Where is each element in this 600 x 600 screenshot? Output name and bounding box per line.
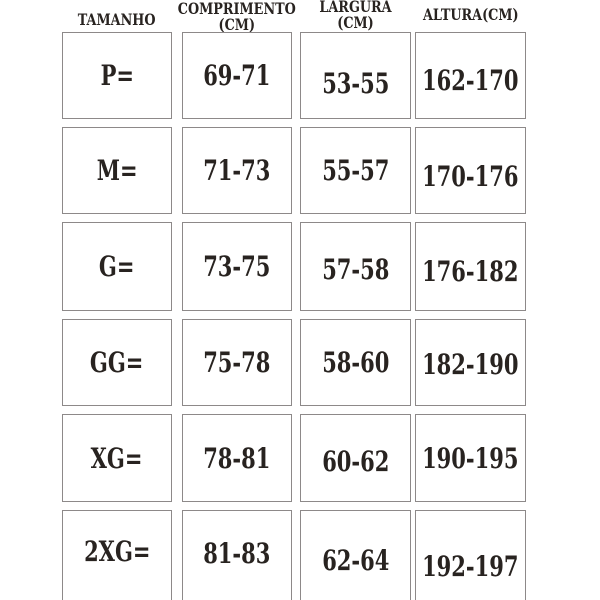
size-cell: 2XG= bbox=[62, 510, 172, 600]
size-cell: XG= bbox=[62, 414, 172, 502]
comprimento-value: 78-81 bbox=[203, 441, 271, 475]
table-row: GG= 75-78 58-60 182-190 bbox=[62, 319, 526, 406]
comprimento-value: 73-75 bbox=[203, 250, 271, 283]
largura-cell: 57-58 bbox=[300, 222, 411, 311]
size-value: XG= bbox=[91, 441, 143, 475]
altura-cell: 192-197 bbox=[415, 510, 526, 600]
table-row: M= 71-73 55-57 170-176 bbox=[62, 127, 526, 214]
size-value: G= bbox=[99, 250, 135, 283]
altura-cell: 190-195 bbox=[415, 414, 526, 502]
largura-value: 62-64 bbox=[321, 544, 390, 577]
altura-cell: 162-170 bbox=[415, 32, 526, 119]
altura-value: 190-195 bbox=[422, 441, 519, 475]
column-header-largura: LARGURA (CM) bbox=[300, 0, 411, 32]
comprimento-cell: 81-83 bbox=[182, 510, 292, 600]
comprimento-cell: 75-78 bbox=[182, 319, 292, 406]
table-body: P= 69-71 53-55 162-170 M= 71-73 55-57 17… bbox=[62, 32, 526, 600]
table-row: G= 73-75 57-58 176-182 bbox=[62, 222, 526, 311]
altura-value: 170-176 bbox=[422, 160, 519, 193]
altura-value: 162-170 bbox=[422, 64, 519, 97]
altura-cell: 182-190 bbox=[415, 319, 526, 406]
largura-cell: 53-55 bbox=[300, 32, 411, 119]
largura-value: 55-57 bbox=[321, 154, 390, 187]
altura-value: 182-190 bbox=[422, 348, 519, 381]
header-row: TAMANHO COMPRIMENTO (CM) LARGURA (CM) AL… bbox=[62, 0, 526, 33]
comprimento-cell: 69-71 bbox=[182, 32, 292, 119]
comprimento-value: 81-83 bbox=[203, 537, 271, 570]
altura-cell: 176-182 bbox=[415, 222, 526, 311]
largura-cell: 60-62 bbox=[300, 414, 411, 502]
comprimento-cell: 78-81 bbox=[182, 414, 292, 502]
column-header-label: TAMANHO bbox=[78, 9, 156, 29]
size-value: M= bbox=[96, 154, 138, 187]
column-header-label: COMPRIMENTO (CM) bbox=[177, 0, 297, 34]
altura-value: 176-182 bbox=[422, 255, 519, 288]
table-row: XG= 78-81 60-62 190-195 bbox=[62, 414, 526, 502]
largura-value: 58-60 bbox=[321, 346, 390, 379]
column-header-altura: ALTURA(CM) bbox=[415, 0, 526, 32]
comprimento-value: 75-78 bbox=[203, 346, 271, 379]
column-header-tamanho: TAMANHO bbox=[62, 0, 172, 32]
comprimento-cell: 71-73 bbox=[182, 127, 292, 214]
comprimento-value: 69-71 bbox=[203, 59, 271, 92]
table-row: 2XG= 81-83 62-64 192-197 bbox=[62, 510, 526, 600]
comprimento-cell: 73-75 bbox=[182, 222, 292, 311]
largura-cell: 62-64 bbox=[300, 510, 411, 600]
largura-cell: 58-60 bbox=[300, 319, 411, 406]
table-row: P= 69-71 53-55 162-170 bbox=[62, 32, 526, 119]
size-value: GG= bbox=[90, 346, 144, 379]
size-cell: G= bbox=[62, 222, 172, 311]
size-cell: GG= bbox=[62, 319, 172, 406]
largura-value: 60-62 bbox=[321, 444, 390, 478]
column-header-label: LARGURA (CM) bbox=[319, 0, 392, 32]
altura-value: 192-197 bbox=[422, 550, 519, 583]
size-value: 2XG= bbox=[83, 535, 151, 568]
size-cell: M= bbox=[62, 127, 172, 214]
column-header-label: ALTURA(CM) bbox=[422, 5, 519, 24]
altura-cell: 170-176 bbox=[415, 127, 526, 214]
largura-value: 57-58 bbox=[321, 253, 390, 286]
size-value: P= bbox=[100, 59, 134, 92]
column-header-comprimento: COMPRIMENTO (CM) bbox=[178, 0, 296, 33]
comprimento-value: 71-73 bbox=[203, 154, 271, 187]
size-cell: P= bbox=[62, 32, 172, 119]
largura-value: 53-55 bbox=[321, 67, 390, 100]
largura-cell: 55-57 bbox=[300, 127, 411, 214]
